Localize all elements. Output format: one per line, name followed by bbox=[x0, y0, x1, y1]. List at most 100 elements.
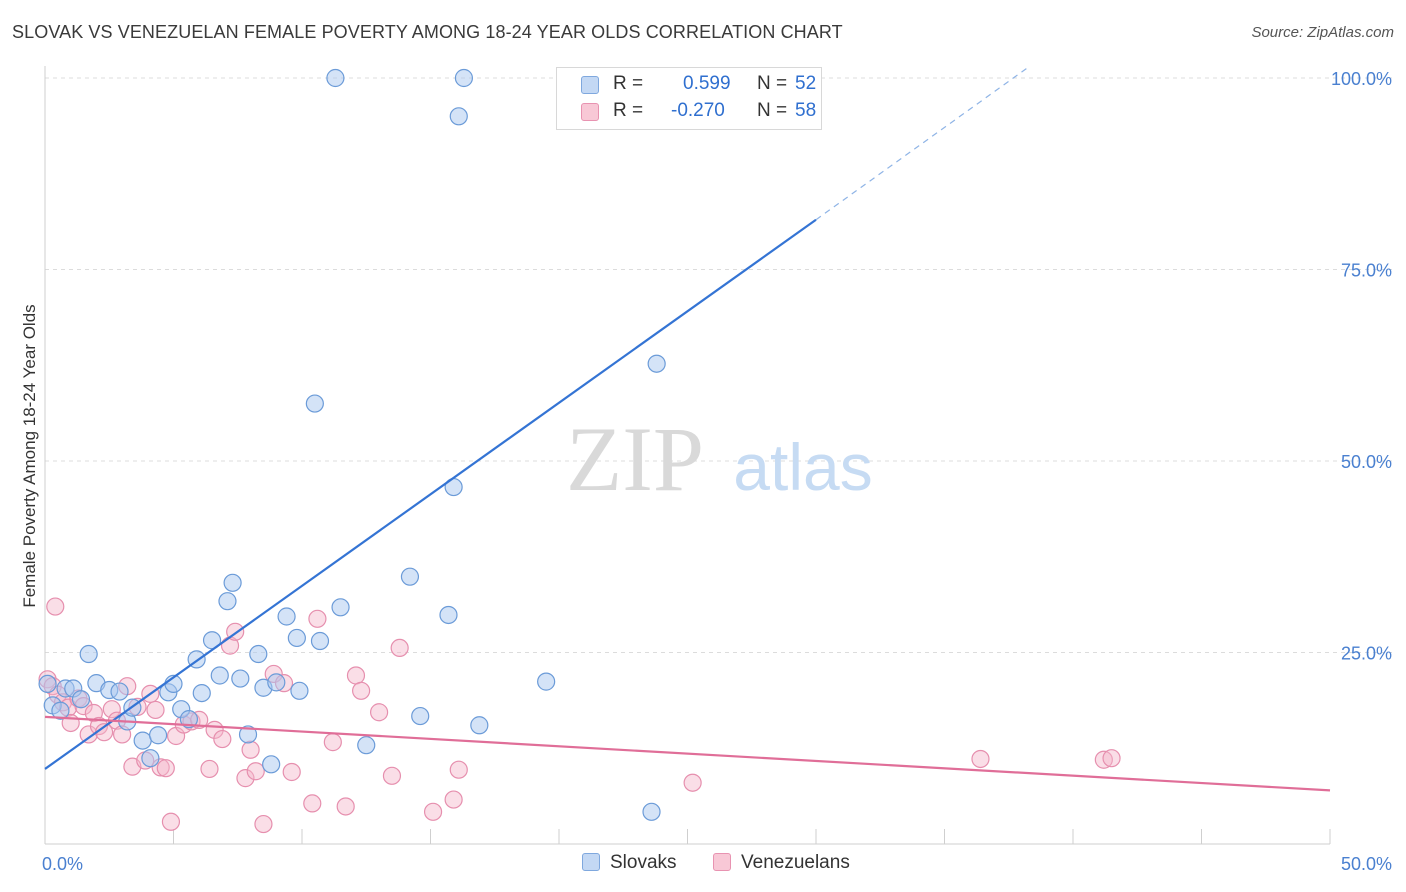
slovaks-point bbox=[262, 755, 281, 774]
venezuelans-point bbox=[308, 609, 327, 628]
legend-n-value-venezuelans: 58 bbox=[795, 100, 817, 121]
slovaks-points bbox=[38, 68, 666, 821]
slovaks-point bbox=[326, 68, 345, 88]
slovaks-point bbox=[141, 749, 160, 768]
venezuelans-point bbox=[241, 740, 260, 759]
grid-lines bbox=[45, 77, 1392, 653]
watermark-zip: ZIP bbox=[566, 408, 704, 510]
legend-n-value-slovaks: 52 bbox=[795, 73, 817, 94]
venezuelans-point bbox=[156, 759, 175, 778]
bottom-legend-swatch-venezuelans bbox=[713, 853, 731, 871]
slovaks-point bbox=[277, 607, 296, 626]
slovaks-point bbox=[305, 394, 324, 413]
slovaks-point bbox=[290, 681, 309, 700]
y-axis-label: Female Poverty Among 18-24 Year Olds bbox=[20, 304, 39, 608]
slovaks-point bbox=[267, 673, 286, 692]
slovaks-point bbox=[470, 716, 489, 735]
venezuelans-point bbox=[346, 666, 366, 685]
slovaks-point bbox=[642, 802, 661, 821]
y-tick-label: 50.0% bbox=[1341, 452, 1392, 472]
slovaks-point bbox=[439, 605, 458, 625]
venezuelans-point bbox=[971, 749, 990, 769]
venezuelans-point bbox=[423, 802, 443, 821]
slovaks-point bbox=[79, 644, 98, 664]
slovaks-point bbox=[310, 631, 330, 651]
venezuelans-point bbox=[390, 638, 409, 658]
bottom-legend-venezuelans: Venezuelans bbox=[713, 852, 850, 874]
venezuelans-point bbox=[1094, 750, 1113, 769]
bottom-legend-slovaks: Slovaks bbox=[582, 852, 677, 874]
venezuelans-point bbox=[382, 766, 402, 785]
venezuelans-point bbox=[146, 700, 165, 720]
y-tick-label: 100.0% bbox=[1331, 69, 1392, 89]
slovaks-point bbox=[51, 701, 70, 720]
venezuelans-point bbox=[246, 762, 265, 781]
slovaks-point bbox=[287, 628, 306, 648]
slovaks-trend-extension bbox=[815, 66, 1030, 221]
trend-lines bbox=[44, 66, 1331, 792]
venezuelans-point bbox=[352, 681, 371, 700]
legend-r-label: R = bbox=[613, 100, 644, 121]
watermark-atlas: atlas bbox=[733, 430, 872, 504]
source-label: Source: ZipAtlas.com bbox=[1251, 24, 1394, 41]
venezuelans-points bbox=[38, 597, 1121, 834]
slovaks-point bbox=[238, 725, 258, 744]
venezuelans-point bbox=[1102, 749, 1121, 768]
venezuelans-point bbox=[444, 790, 463, 809]
legend-n-label: N = bbox=[757, 100, 788, 121]
legend-swatch-venezuelans bbox=[581, 103, 599, 121]
x-tick-label: 50.0% bbox=[1341, 854, 1392, 874]
watermark: ZIP atlas bbox=[566, 408, 873, 510]
slovaks-point bbox=[192, 683, 211, 703]
venezuelans-trend-line bbox=[44, 715, 1331, 792]
slovaks-point bbox=[357, 736, 376, 755]
venezuelans-point bbox=[323, 733, 342, 752]
legend: R = 0.599 N = 52 R = -0.270 N = 58 bbox=[556, 67, 822, 130]
slovaks-point bbox=[148, 726, 168, 745]
venezuelans-point bbox=[370, 703, 389, 722]
bottom-legend-label-venezuelans: Venezuelans bbox=[741, 852, 850, 873]
slovaks-trend-line bbox=[44, 218, 817, 770]
slovaks-point bbox=[331, 598, 350, 617]
legend-r-value-slovaks: 0.599 bbox=[683, 73, 731, 94]
slovaks-point bbox=[537, 672, 556, 691]
slovaks-point bbox=[110, 682, 129, 701]
y-tick-label: 75.0% bbox=[1341, 261, 1392, 281]
venezuelans-point bbox=[200, 759, 219, 779]
y-tick-label: 25.0% bbox=[1341, 644, 1392, 664]
slovaks-point bbox=[133, 731, 152, 750]
legend-swatch-slovaks bbox=[581, 76, 599, 94]
slovaks-point bbox=[38, 674, 57, 694]
slovaks-point bbox=[179, 710, 199, 729]
venezuelans-point bbox=[449, 760, 468, 779]
venezuelans-point bbox=[161, 812, 181, 831]
venezuelans-point bbox=[213, 729, 232, 749]
axes bbox=[44, 66, 1331, 845]
slovaks-point bbox=[454, 68, 474, 88]
venezuelans-point bbox=[46, 597, 65, 616]
tick-labels: 25.0% 50.0% 75.0% 100.0% 0.0% 50.0% bbox=[42, 69, 1392, 874]
slovaks-point bbox=[218, 592, 237, 611]
bottom-legend-label-slovaks: Slovaks bbox=[610, 852, 677, 873]
bottom-legend-swatch-slovaks bbox=[582, 853, 600, 871]
legend-r-label: R = bbox=[613, 73, 644, 94]
slovaks-point bbox=[223, 573, 242, 592]
slovaks-point bbox=[411, 706, 430, 726]
slovaks-point bbox=[249, 644, 268, 664]
venezuelans-point bbox=[683, 773, 702, 792]
chart-title: SLOVAK VS VENEZUELAN FEMALE POVERTY AMON… bbox=[12, 22, 843, 42]
venezuelans-point bbox=[336, 797, 355, 816]
slovaks-point bbox=[449, 107, 468, 126]
slovaks-point bbox=[231, 669, 250, 688]
legend-r-value-venezuelans: -0.270 bbox=[671, 100, 725, 121]
slovaks-point bbox=[71, 690, 91, 709]
venezuelans-point bbox=[254, 814, 273, 834]
venezuelans-point bbox=[102, 700, 121, 719]
slovaks-point bbox=[400, 567, 420, 586]
legend-n-label: N = bbox=[757, 73, 788, 94]
venezuelans-point bbox=[303, 794, 322, 813]
slovaks-point bbox=[210, 666, 229, 685]
venezuelans-point bbox=[236, 769, 255, 788]
x-tick-label: 0.0% bbox=[42, 854, 83, 874]
